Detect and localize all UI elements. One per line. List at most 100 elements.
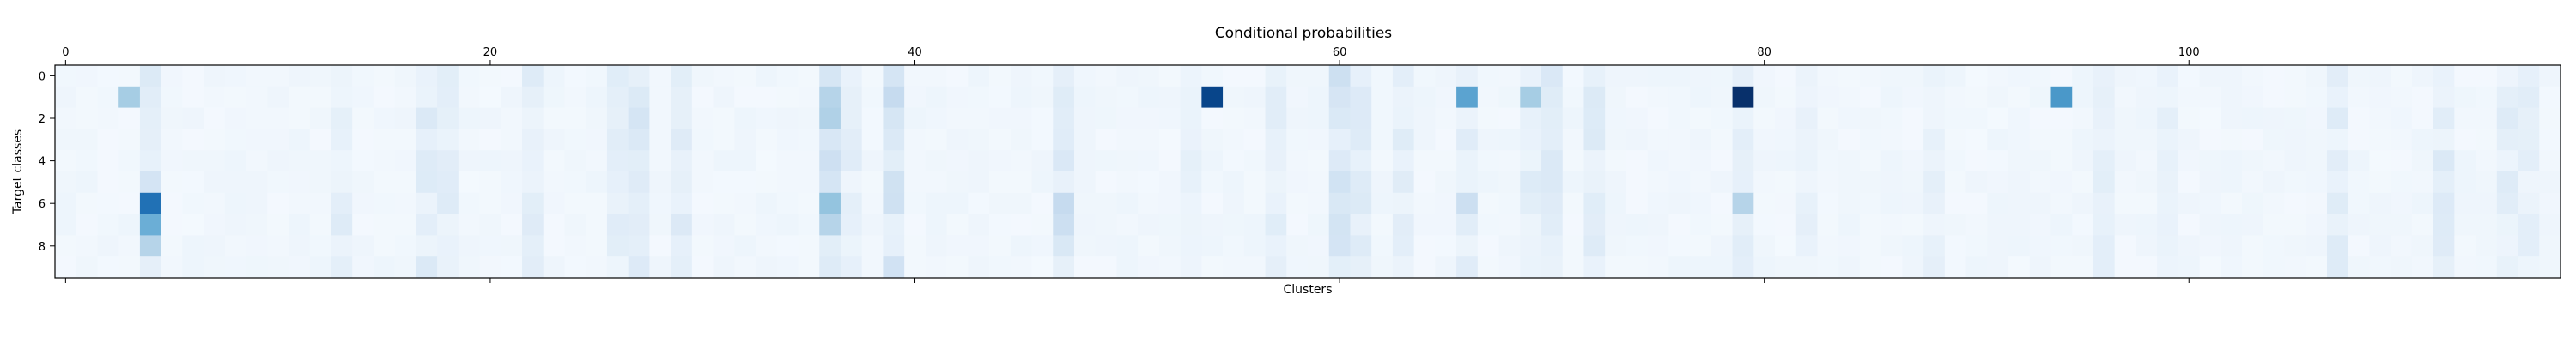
heatmap-cell [2284,65,2306,87]
heatmap-cell [416,129,438,151]
heatmap-cell [756,150,778,172]
heatmap-cell [2391,235,2413,257]
heatmap-cell [1944,107,1966,129]
heatmap-cell [2476,235,2498,257]
heatmap-cell [522,150,544,172]
heatmap-cell [2284,172,2306,194]
heatmap-cell [1690,172,1712,194]
heatmap-cell [246,235,268,257]
heatmap-cell [522,256,544,279]
heatmap-cell [1690,65,1712,87]
heatmap-cell [139,107,162,129]
heatmap-cell [1625,256,1649,279]
heatmap-cell [1965,86,1988,108]
heatmap-cell [1498,214,1521,236]
heatmap-cell [628,235,650,257]
heatmap-cell [2050,256,2073,279]
heatmap-cell [713,172,735,194]
heatmap-cell [1201,129,1224,151]
heatmap-cell [2348,172,2370,194]
heatmap-cell [1690,86,1712,108]
heatmap-cell [1668,214,1691,236]
heatmap-cell [2221,150,2243,172]
heatmap-cell [564,172,586,194]
heatmap-cell [1902,86,1924,108]
heatmap-cell [1902,129,1924,151]
heatmap-cell [586,235,608,257]
heatmap-cell [394,214,416,236]
heatmap-cell [2476,256,2498,279]
heatmap-cell [331,235,353,257]
heatmap-cell [501,214,523,236]
heatmap-cell [2072,256,2094,279]
heatmap-cell [2093,107,2116,129]
heatmap-cell [416,107,438,129]
heatmap-cell [2029,65,2051,87]
heatmap-cell [1838,172,1861,194]
x-tick-label: 40 [908,46,922,59]
heatmap-cell [1371,192,1394,214]
heatmap-cell [1392,192,1415,214]
heatmap-cell [224,172,246,194]
heatmap-cell [946,235,969,257]
heatmap-cell [224,86,246,108]
heatmap-cell [2072,86,2094,108]
x-axis-label: Clusters [1284,283,1333,297]
heatmap-cell [2136,86,2158,108]
heatmap-cell [1350,172,1372,194]
heatmap-cell [649,192,671,214]
heatmap-cell [756,172,778,194]
heatmap-cell [586,172,608,194]
heatmap-cell [1859,256,1882,279]
heatmap-cell [76,129,98,151]
heatmap-cell [1498,86,1521,108]
heatmap-cell [1138,86,1160,108]
heatmap-cell [118,86,141,108]
heatmap-cell [2050,235,2073,257]
heatmap-cell [2050,65,2073,87]
heatmap-cell [2263,65,2285,87]
heatmap-cell [1859,192,1882,214]
chart-title: Conditional probabilities [1215,25,1392,42]
heatmap-cell [1583,129,1606,151]
heatmap-cell [267,150,289,172]
heatmap-cell [1073,256,1097,279]
heatmap-cell [1520,214,1542,236]
heatmap-cell [2284,129,2306,151]
heatmap-cell [2369,65,2391,87]
heatmap-cell [798,192,820,214]
heatmap-cell [1605,150,1627,172]
heatmap-cell [1243,214,1266,236]
heatmap-cell [2496,107,2518,129]
heatmap-cell [479,86,501,108]
heatmap-cell [2433,256,2455,279]
heatmap-cell [2114,129,2136,151]
heatmap-cell [1031,256,1054,279]
heatmap-cell [798,172,820,194]
heatmap-cell [819,129,841,151]
heatmap-cell [989,107,1012,129]
heatmap-cell [564,129,586,151]
heatmap-cell [2411,150,2434,172]
heatmap-cell [394,192,416,214]
heatmap-cell [776,86,799,108]
heatmap-cell [1647,172,1669,194]
heatmap-cell [501,256,523,279]
heatmap-cell [479,65,501,87]
heatmap-cell [224,214,246,236]
heatmap-cell [1923,129,1946,151]
heatmap-cell [968,235,990,257]
heatmap-cell [1520,256,1542,279]
heatmap-cell [1095,65,1117,87]
heatmap-cell [1795,235,1818,257]
heatmap-cell [224,256,246,279]
heatmap-cell [2496,214,2518,236]
heatmap-cell [139,86,162,108]
y-tick-label: 2 [39,113,46,126]
heatmap-cell [458,256,480,279]
heatmap-cell [989,172,1012,194]
y-tick-label: 0 [39,70,46,83]
heatmap-cell [1923,256,1946,279]
heatmap-cell [1138,150,1160,172]
heatmap-cell [819,86,841,108]
